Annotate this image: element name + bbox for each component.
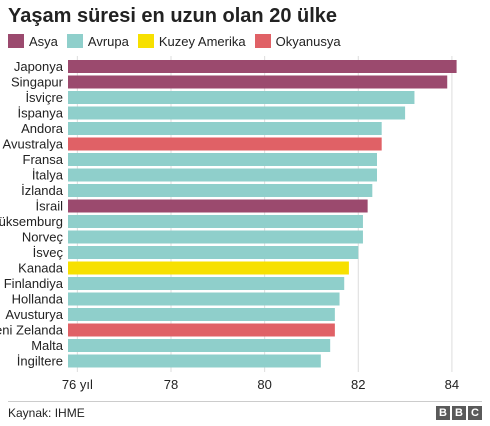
x-tick-label: 78 xyxy=(164,377,178,392)
legend-item-0: Asya xyxy=(8,34,58,49)
bar xyxy=(68,60,457,73)
category-label: İsrail xyxy=(36,199,64,214)
category-label: İngiltere xyxy=(17,354,63,369)
legend: Asya Avrupa Kuzey Amerika Okyanusya xyxy=(8,33,350,49)
bar xyxy=(68,308,335,321)
legend-swatch xyxy=(137,34,154,48)
legend-swatch xyxy=(254,34,271,48)
bar xyxy=(68,106,406,120)
bar xyxy=(68,292,340,306)
bar xyxy=(68,261,349,275)
category-label: İzlanda xyxy=(21,183,64,198)
bar xyxy=(68,168,377,182)
legend-swatch xyxy=(66,34,83,48)
category-label: Avusturya xyxy=(5,307,63,322)
legend-label: Avrupa xyxy=(87,33,129,49)
category-label: Andora xyxy=(21,121,64,136)
bar-chart: JaponyaSingapurİsviçreİspanyaAndoraAvust… xyxy=(0,56,459,392)
category-label: Malta xyxy=(31,338,64,353)
category-label: Avustralya xyxy=(3,137,64,152)
category-label: Yeni Zelanda xyxy=(0,323,64,338)
category-label: İspanya xyxy=(17,106,63,121)
x-tick-label: 82 xyxy=(351,377,365,392)
category-label: Lüksemburg xyxy=(0,214,63,229)
bar xyxy=(68,122,382,135)
legend-label: Kuzey Amerika xyxy=(158,33,246,49)
bar xyxy=(68,137,382,151)
category-label: Japonya xyxy=(14,59,64,74)
category-label: Finlandiya xyxy=(4,276,64,291)
bar xyxy=(68,339,331,352)
bar xyxy=(68,354,321,368)
category-label: Norveç xyxy=(22,230,64,245)
legend-item-3: Okyanusya xyxy=(254,33,341,49)
legend-label: Asya xyxy=(29,33,58,49)
category-label: Hollanda xyxy=(12,292,64,307)
bbc-logo-letter: C xyxy=(468,406,482,420)
source-note: Kaynak: IHME xyxy=(8,406,85,420)
legend-item-1: Avrupa xyxy=(66,33,129,49)
bbc-logo-letter: B xyxy=(452,406,466,420)
category-label: Fransa xyxy=(23,152,64,167)
bar xyxy=(68,246,359,259)
category-label: Kanada xyxy=(18,261,64,276)
footer-divider xyxy=(8,401,482,402)
bar xyxy=(68,75,448,89)
legend-label: Okyanusya xyxy=(275,33,341,49)
category-label: İsviçre xyxy=(25,90,63,105)
category-label: İsveç xyxy=(33,245,64,260)
chart-title: Yaşam süresi en uzun olan 20 ülke xyxy=(8,5,338,27)
bar xyxy=(68,153,377,166)
bbc-logo: B B C xyxy=(434,406,482,420)
legend-item-2: Kuzey Amerika xyxy=(137,33,246,49)
bar xyxy=(68,199,368,213)
bar xyxy=(68,215,363,228)
bar xyxy=(68,277,345,290)
legend-swatch xyxy=(8,34,24,48)
bar xyxy=(68,91,415,104)
x-tick-label: 76 yıl xyxy=(62,377,93,392)
category-label: Singapur xyxy=(11,75,64,90)
x-tick-label: 84 xyxy=(445,377,459,392)
x-tick-label: 80 xyxy=(257,377,271,392)
bbc-logo-letter: B xyxy=(436,406,450,420)
bar xyxy=(68,184,373,197)
bar xyxy=(68,230,363,244)
bar xyxy=(68,323,335,337)
category-label: İtalya xyxy=(32,168,64,183)
